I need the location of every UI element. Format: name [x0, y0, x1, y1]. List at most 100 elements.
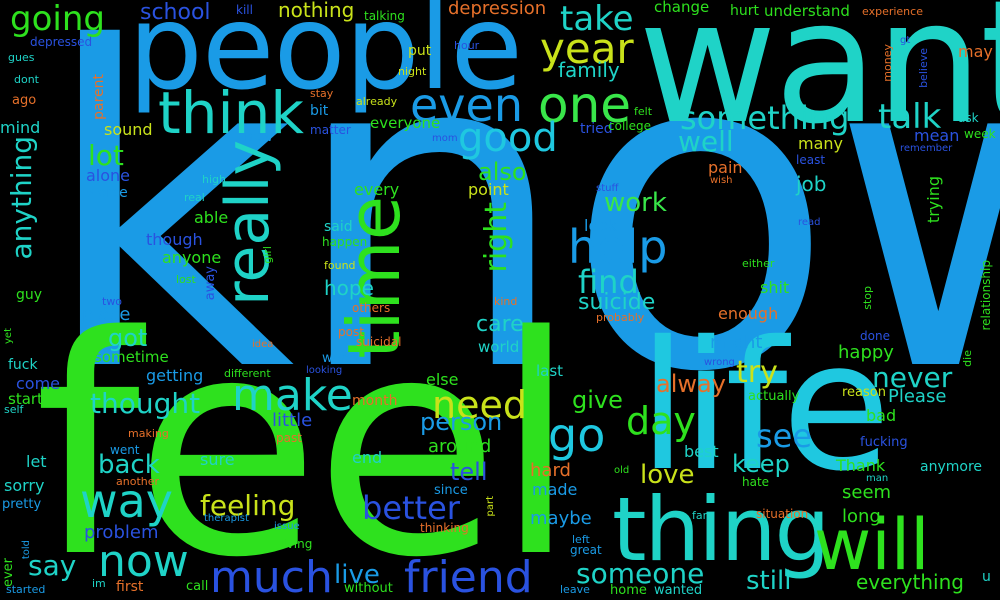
word: leave — [560, 583, 590, 596]
word: found — [324, 259, 356, 272]
word: actually — [748, 389, 800, 404]
word: guy — [16, 287, 43, 303]
word: call — [186, 579, 209, 594]
word: back — [98, 450, 160, 480]
word: lost — [176, 273, 196, 286]
word: another — [116, 475, 160, 488]
word: self — [4, 403, 24, 416]
word: seem — [842, 482, 892, 503]
word: made — [532, 480, 578, 499]
word: stop — [861, 286, 874, 310]
word: might — [710, 332, 763, 353]
word: good — [458, 115, 558, 161]
word: done — [860, 329, 890, 343]
word: able — [194, 208, 229, 227]
word: keep — [732, 450, 790, 478]
word: kill — [236, 3, 253, 17]
word: talk — [878, 97, 942, 137]
word: something — [680, 99, 850, 137]
word: think — [158, 79, 304, 147]
word: everyone — [370, 114, 441, 132]
word: never — [872, 361, 953, 394]
word: kind — [494, 295, 518, 308]
word: Please — [888, 386, 947, 407]
word: without — [344, 581, 393, 596]
word: got — [108, 324, 148, 352]
word: gt — [900, 35, 911, 46]
word: situation — [756, 507, 809, 521]
word: someone — [576, 557, 705, 590]
word: nothing — [278, 0, 355, 22]
word: money — [881, 44, 894, 82]
word: started — [6, 583, 46, 596]
word: love — [640, 460, 695, 490]
word: know — [40, 0, 1000, 468]
word: way — [80, 474, 174, 528]
word: look — [584, 216, 618, 235]
word: world — [478, 338, 520, 356]
word: right — [479, 202, 514, 273]
word: wish — [710, 175, 733, 186]
word: hurt — [730, 3, 759, 19]
word: alone — [86, 166, 131, 185]
word: start — [8, 390, 43, 408]
word: change — [654, 0, 710, 16]
word: also — [478, 158, 527, 186]
word: year — [540, 24, 634, 73]
word: trying — [924, 176, 943, 224]
word: person — [420, 408, 503, 436]
word: Thank — [836, 456, 886, 475]
word: experience — [862, 5, 923, 18]
word: life — [638, 303, 891, 510]
word: u — [982, 569, 991, 585]
word: hour — [454, 39, 480, 52]
word: anything — [5, 136, 38, 260]
word: school — [140, 0, 211, 25]
word: fucking — [860, 435, 908, 450]
word: wrong — [704, 357, 735, 368]
word: sure — [200, 450, 235, 469]
word: shit — [760, 278, 790, 297]
word: hate — [742, 475, 770, 489]
word: depressed — [30, 35, 93, 49]
word: point — [468, 180, 509, 199]
word: therapist — [204, 513, 249, 524]
word: maybe — [530, 508, 592, 529]
word: great — [570, 543, 602, 557]
word: since — [434, 483, 468, 498]
word: live — [334, 560, 380, 590]
word: let — [26, 452, 47, 471]
word: away — [203, 266, 218, 301]
word: suicidal — [356, 335, 402, 349]
word: post — [338, 325, 364, 339]
word: part — [485, 496, 496, 517]
word: anymore — [920, 459, 983, 475]
word: happy — [838, 342, 894, 363]
word: worse — [86, 185, 128, 201]
word: bit — [310, 103, 329, 119]
word: dont — [14, 73, 39, 86]
word: thinking — [420, 521, 469, 535]
word: will — [814, 504, 930, 586]
word: pretty — [2, 497, 42, 512]
word: mind — [0, 118, 41, 137]
word: find — [578, 263, 639, 301]
word: college — [608, 119, 651, 133]
word: even — [410, 78, 523, 132]
word: sorry — [4, 476, 45, 495]
word: month — [352, 393, 398, 409]
word: family — [558, 58, 620, 82]
word: yet — [3, 328, 14, 344]
word: hard — [530, 460, 571, 481]
word: happen — [322, 235, 368, 249]
word: far — [692, 509, 708, 522]
word: feel — [34, 273, 578, 600]
word: little — [272, 410, 313, 431]
word: work — [604, 188, 667, 218]
word: help — [568, 220, 668, 274]
word: said — [324, 219, 353, 235]
word: ago — [12, 93, 37, 108]
word: week — [964, 127, 996, 141]
word: hope — [324, 276, 374, 300]
